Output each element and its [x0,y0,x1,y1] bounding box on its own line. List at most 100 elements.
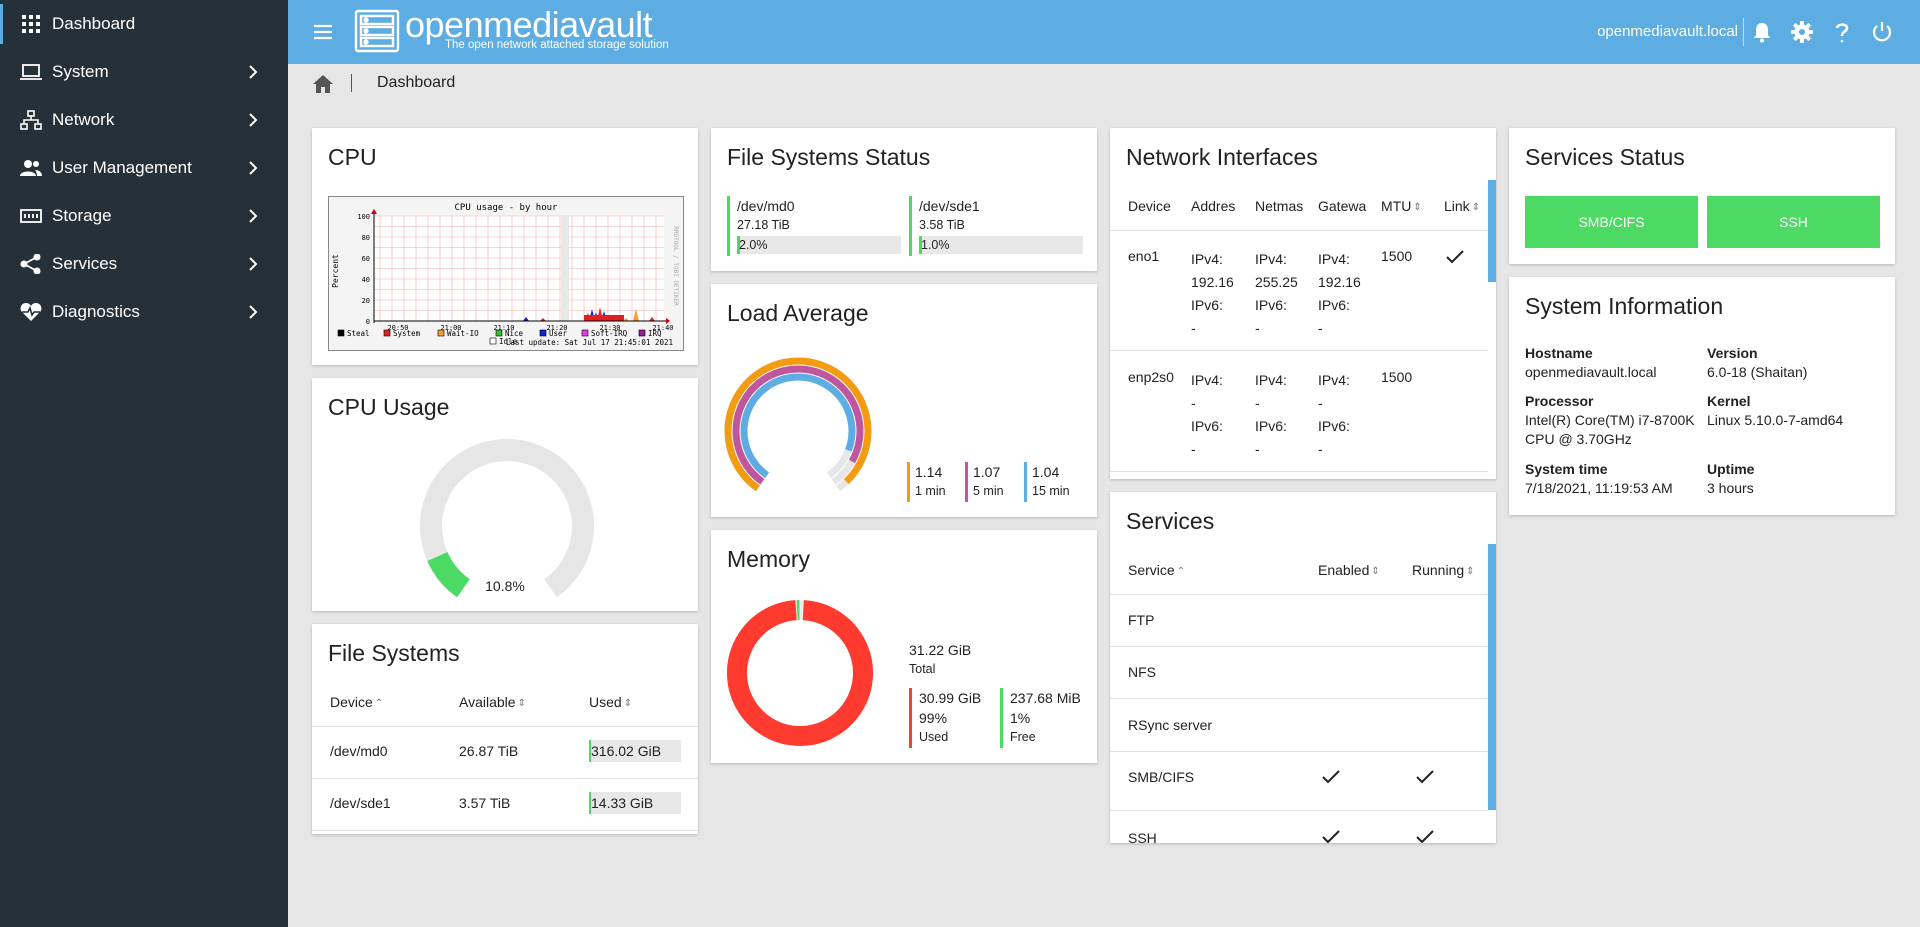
column-header-running[interactable]: Running ⇕ [1412,562,1475,578]
legend-swatch [337,329,345,337]
fs-device: /dev/md0 [737,198,795,214]
graph-spike [540,318,546,321]
table-row-device: eno1 [1128,248,1160,264]
network-scrollbar[interactable] [1488,180,1496,282]
sidebar-item-services[interactable]: Services [0,240,288,288]
legend-swatch [539,329,547,337]
graph-spike [633,309,639,321]
load-value-5min: 1.07 [973,464,1001,480]
chevron-right-icon [249,257,258,271]
system-time-value: 7/18/2021, 11:19:53 AM [1525,480,1673,496]
openmediavault-logo-icon [354,9,400,53]
heart-pulse-icon [20,303,42,321]
sidebar-item-label: System [52,62,109,81]
sidebar-item-network[interactable]: Network [0,96,288,144]
column-header-enabled[interactable]: Enabled ⇕ [1318,562,1380,578]
sidebar-item-storage[interactable]: Storage [0,192,288,240]
memory-used-label: Used [919,730,949,744]
sidebar-item-dashboard[interactable]: Dashboard [0,0,288,48]
memory-free-value: 237.68 MiB [1010,690,1081,706]
graph-x-tick: 21:10 [493,324,514,332]
sidebar-item-user-management[interactable]: User Management [0,144,288,192]
chevron-right-icon [249,209,258,223]
cpu-usage-widget: CPU Usage 10.8% [312,378,698,611]
graph-x-tick: 21:20 [546,324,567,332]
table-row-service: NFS [1128,664,1156,680]
column-header-gateway[interactable]: Gatewa [1318,198,1367,214]
memory-widget: Memory 31.22 GiB Total 30.99 GiB 99% Use… [711,530,1097,763]
sidebar-item-label: Storage [52,206,112,225]
sort-icon: ⇕ [1413,201,1422,213]
gauge-value-arc [427,551,471,598]
sidebar-item-system[interactable]: System [0,48,288,96]
table-row-address: IPv4: - IPv6: - [1191,372,1223,457]
service-status-ssh[interactable]: SSH [1707,196,1880,248]
sort-asc-icon: ⌃ [374,697,384,709]
legend-swatch [489,337,497,345]
users-icon [20,160,42,176]
cpu-widget: CPU CPU usage - by hour Percent RRDTOOL … [312,128,698,365]
gear-icon[interactable] [1791,21,1813,43]
used-bar: 316.02 GiB [589,740,681,762]
graph-y-label: Percent [331,254,340,288]
breadcrumb-separator [351,74,352,92]
column-header-service[interactable]: Service ⌃ [1128,562,1186,578]
graph-y-tick: 0 [366,318,370,326]
graph-x-tick: 20:50 [387,324,408,332]
graph-y-tick: 80 [362,234,370,242]
legend-swatch [581,329,589,337]
table-row-device: enp2s0 [1128,369,1174,385]
running-check-icon [1416,830,1434,843]
laptop-icon [20,64,42,80]
sort-icon: ⇕ [623,697,633,709]
graph-last-update: Last update: Sat Jul 17 21:45:01 2021 [506,338,673,347]
bell-icon[interactable] [1751,21,1773,43]
widget-title: Memory [727,546,811,572]
column-header-mtu[interactable]: MTU ⇕ [1381,198,1422,214]
uptime-label: Uptime [1707,461,1755,477]
legend-label: Wait-IO [447,329,479,338]
column-header-available[interactable]: Available ⇕ [459,694,526,710]
file-systems-widget: File Systems Device ⌃ Available ⇕ Used ⇕ /d… [312,624,698,834]
dashboard-grid-icon [22,15,40,33]
services-scrollbar[interactable] [1488,544,1496,810]
home-icon[interactable] [312,74,334,94]
fs-size: 3.58 TiB [919,218,965,232]
processor-label: Processor [1525,393,1594,409]
chevron-right-icon [249,161,258,175]
column-header-link[interactable]: Link ⇕ [1444,198,1481,214]
file-systems-status-widget: File Systems Status /dev/md0 27.18 TiB 2… [711,128,1097,271]
system-information-widget: System Information Hostname openmediavau… [1509,277,1895,515]
column-header-netmask[interactable]: Netmas [1255,198,1304,214]
hamburger-menu-icon[interactable] [312,21,334,43]
column-header-device[interactable]: Device ⌃ [330,694,384,710]
service-status-smb-cifs[interactable]: SMB/CIFS [1525,196,1698,248]
version-value: 6.0-18 (Shaitan) [1707,364,1808,380]
hostname-label: Hostname [1525,345,1593,361]
column-header-used[interactable]: Used ⇕ [589,694,633,710]
widget-title: CPU Usage [328,394,450,420]
table-row-device: /dev/md0 [330,743,388,759]
breadcrumb-current: Dashboard [377,74,456,91]
sidebar-item-diagnostics[interactable]: Diagnostics [0,288,288,336]
sort-asc-icon: ⌃ [1176,565,1186,577]
sort-icon: ⇕ [1371,565,1380,577]
power-icon[interactable] [1871,21,1893,43]
used-value: 316.02 GiB [591,743,662,759]
help-icon[interactable] [1831,21,1853,43]
sidebar-item-label: Services [52,254,118,273]
chevron-right-icon [249,65,258,79]
sidebar: Dashboard System Network User Management… [0,0,288,927]
graph-spike [523,317,529,321]
running-check-icon [1416,770,1434,784]
load-label-1min: 1 min [915,484,946,498]
sort-icon: ⇕ [517,697,526,709]
memory-free-percent: 1% [1010,710,1031,726]
hostname-value: openmediavault.local [1525,364,1657,380]
fs-usage-bar-fill [737,236,741,254]
column-header-device[interactable]: Device [1128,198,1171,214]
version-label: Version [1707,345,1758,361]
uptime-value: 3 hours [1707,480,1754,496]
column-header-address[interactable]: Addres [1191,198,1236,214]
brand-name: openmediavault [405,4,653,45]
